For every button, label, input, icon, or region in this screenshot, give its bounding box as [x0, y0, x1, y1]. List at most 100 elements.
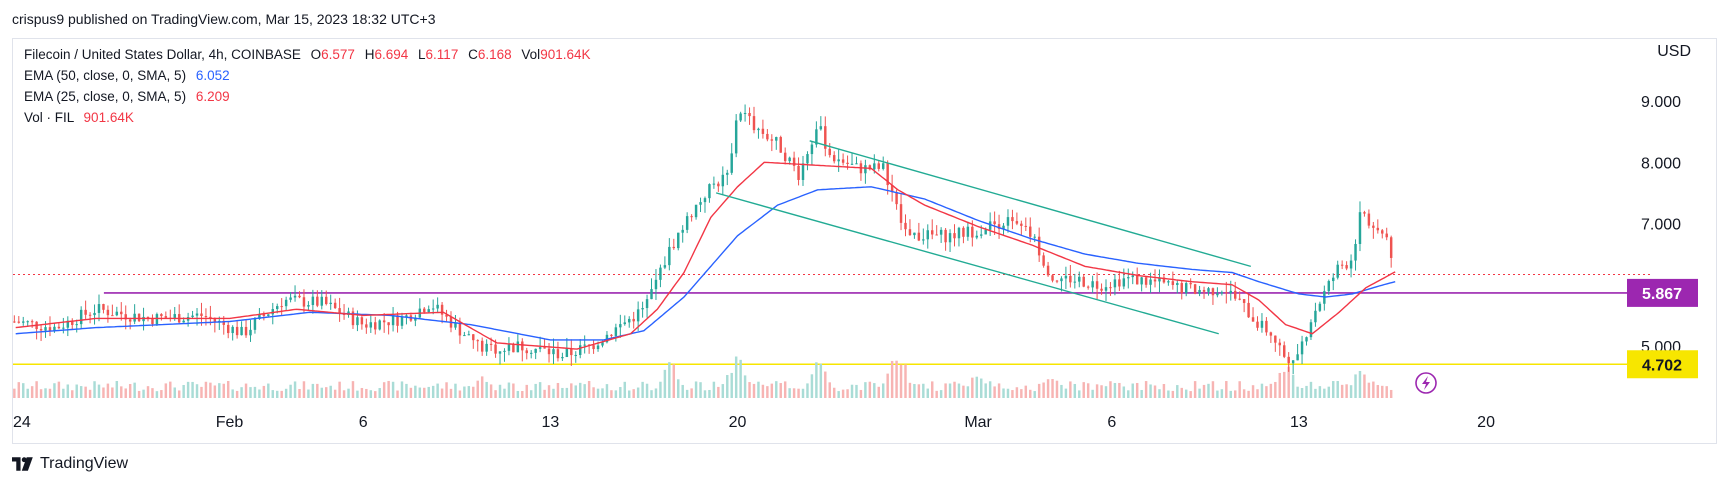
volume-bar	[547, 385, 551, 398]
volume-bar	[1336, 381, 1339, 398]
candle-body	[320, 296, 324, 306]
candle-body	[1207, 288, 1210, 292]
candle-body	[779, 137, 782, 153]
volume-bar	[846, 389, 849, 398]
volume-bar	[908, 382, 912, 398]
candle-body	[1216, 293, 1219, 296]
candle-body	[329, 302, 332, 305]
volume-label[interactable]: Vol · FIL	[24, 110, 74, 125]
volume-bar	[249, 387, 252, 398]
volume-bar	[775, 381, 778, 398]
candle-body	[904, 222, 907, 230]
candle-body	[1318, 303, 1322, 311]
legend-ema50-row[interactable]: EMA (50, close, 0, SMA, 5) 6.052	[24, 65, 590, 86]
candle-body	[374, 322, 377, 330]
candle-body	[480, 340, 484, 352]
volume-bar	[111, 387, 114, 398]
candles	[13, 104, 1393, 375]
volume-bar	[1189, 391, 1192, 398]
ema25-label[interactable]: EMA (25, close, 0, SMA, 5)	[24, 89, 187, 104]
legend-symbol-row[interactable]: Filecoin / United States Dollar, 4h, COI…	[24, 44, 590, 65]
volume-bar	[850, 384, 854, 398]
candle-body	[30, 321, 34, 323]
ema50-label[interactable]: EMA (50, close, 0, SMA, 5)	[24, 68, 187, 83]
volume-bar	[494, 390, 497, 398]
candle-body	[552, 349, 555, 355]
time-tick-label: 6	[359, 414, 368, 431]
volume-bar	[957, 383, 961, 398]
volume-bar	[347, 388, 350, 398]
volume-bar	[378, 388, 381, 398]
candle-body	[1153, 279, 1157, 282]
candle-body	[1024, 225, 1028, 227]
volume-bar	[1184, 389, 1188, 398]
candle-body	[766, 133, 769, 140]
volume-bar	[329, 385, 332, 398]
volume-bar	[873, 383, 876, 398]
volume-bar	[472, 386, 475, 398]
candle-body	[1011, 217, 1014, 222]
candle-body	[628, 318, 631, 323]
volume-bar	[801, 388, 805, 398]
volume-bar	[1247, 390, 1250, 398]
candle-body	[543, 347, 546, 349]
candle-body	[289, 297, 292, 300]
candle-body	[1389, 237, 1393, 258]
alert-icon[interactable]	[1415, 372, 1437, 394]
symbol-name[interactable]: Filecoin / United States Dollar, 4h, COI…	[24, 47, 301, 62]
volume-bar	[351, 381, 355, 398]
candle-body	[1233, 290, 1237, 299]
volume-bar	[824, 371, 827, 398]
candle-body	[440, 304, 444, 315]
volume-bar	[1082, 382, 1085, 398]
volume-bar	[605, 384, 609, 398]
volume-bar	[948, 383, 952, 398]
candle-body	[1055, 280, 1059, 282]
volume-bar	[614, 390, 618, 398]
candle-body	[1086, 286, 1090, 288]
volume-bar	[200, 386, 203, 398]
volume-bar	[1216, 390, 1219, 398]
candle-body	[262, 314, 266, 316]
candle-body	[690, 216, 693, 218]
volume-bar	[721, 384, 725, 398]
volume-bar	[454, 383, 457, 398]
candle-body	[556, 349, 560, 359]
candle-body	[935, 234, 938, 236]
volume-bar	[512, 383, 515, 398]
volume-bar	[1349, 385, 1353, 398]
volume-bar	[1296, 386, 1299, 398]
candle-body	[775, 137, 778, 141]
volume-bar	[436, 383, 439, 398]
volume-bar	[619, 387, 622, 398]
volume-bar	[1332, 381, 1335, 398]
volume-bar	[128, 384, 132, 398]
candle-body	[1211, 288, 1215, 296]
time-tick-label: 24	[13, 414, 31, 431]
candle-body	[610, 334, 613, 336]
volume-bar	[650, 390, 653, 398]
volume-bar	[1109, 381, 1112, 398]
volume-bar	[1207, 383, 1210, 398]
candle-body	[824, 126, 827, 149]
volume-bar	[819, 363, 823, 398]
legend-volume-row[interactable]: Vol · FIL 901.64K	[24, 107, 590, 128]
ema50-value: 6.052	[195, 68, 230, 83]
volume-bar	[1323, 388, 1326, 398]
time-axis: 24 Feb 6 13 20 Mar 6 13 20	[13, 414, 1495, 431]
candle-body	[726, 172, 729, 175]
tradingview-footer[interactable]: TradingView	[12, 455, 128, 473]
currency-label[interactable]: USD	[1657, 43, 1691, 60]
legend-ema25-row[interactable]: EMA (25, close, 0, SMA, 5) 6.209	[24, 86, 590, 107]
candle-body	[1042, 255, 1045, 266]
candle-body	[1189, 283, 1192, 285]
candle-body	[258, 314, 261, 319]
candle-body	[1363, 212, 1366, 214]
candle-body	[677, 232, 680, 249]
candle-body	[1113, 279, 1117, 288]
volume-bar	[1042, 382, 1045, 398]
volume-bar	[828, 382, 831, 398]
candle-body	[128, 319, 132, 322]
